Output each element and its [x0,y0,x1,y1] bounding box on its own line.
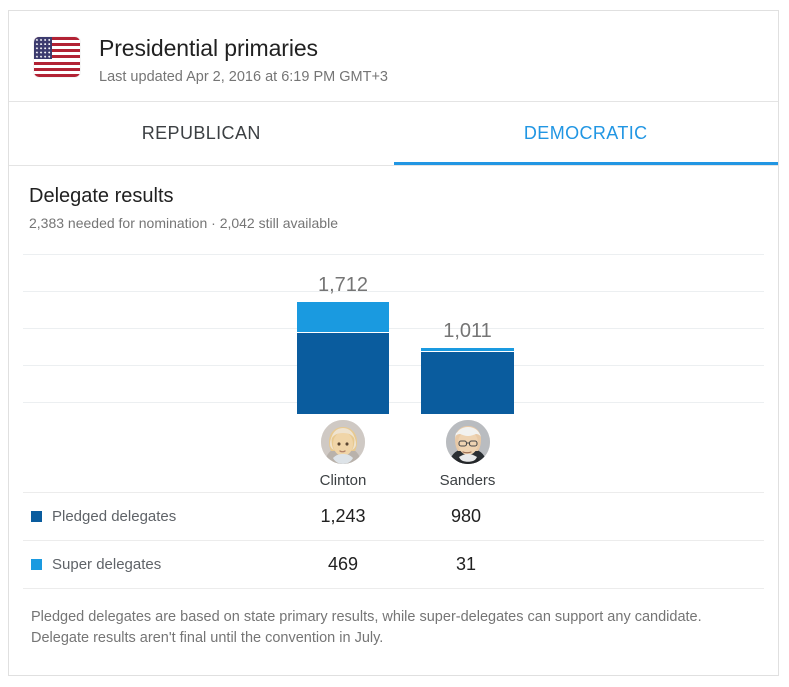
results-subheading: 2,383 needed for nomination · 2,042 stil… [29,215,338,231]
chart-gridlines [23,254,764,414]
super-value-sanders: 31 [455,554,477,574]
legend-text-super: Super delegates [52,556,162,573]
bar-segment-pledged-clinton [297,333,389,414]
candidate-sanders[interactable]: Sanders [421,420,514,491]
results-heading: Delegate results [29,185,174,207]
candidate-row: Clinton [9,414,778,492]
header-divider [9,101,778,102]
legend-label-super: Super delegates [23,556,303,573]
tab-democratic[interactable]: DEMOCRATIC [393,102,779,165]
legend-text-pledged: Pledged delegates [52,508,177,525]
bar-total-label-sanders: 1,011 [443,320,492,342]
sanders-avatar [445,420,490,464]
presidential-primaries-card: Presidential primaries Last updated Apr … [8,10,779,676]
last-updated-text: Last updated Apr 2, 2016 at 6:19 PM GMT+… [99,69,388,85]
delegate-bar-chart: 1,712 1,011 [9,254,778,414]
us-flag-icon [34,37,80,77]
pledged-swatch-icon [31,511,42,522]
bar-segment-super-sanders [421,348,514,352]
bar-group-sanders[interactable]: 1,011 [421,320,514,414]
tab-republican[interactable]: REPUBLICAN [141,123,261,143]
delegate-results-section: Delegate results 2,383 needed for nomina… [9,166,778,649]
super-value-clinton: 469 [327,554,359,574]
header-text-block: Presidential primaries Last updated Apr … [99,33,388,88]
clinton-avatar [321,420,365,464]
candidate-name-sanders: Sanders [439,472,496,489]
bar-total-label-clinton: 1,712 [317,274,369,296]
pledged-value-sanders: 980 [450,506,482,526]
super-swatch-icon [31,559,42,570]
bar-segment-super-clinton [297,302,389,333]
table-row: Pledged delegates 1,243 980 [23,493,764,541]
table-row: Super delegates 469 31 [23,541,764,589]
footnote-text: Pledged delegates are based on state pri… [31,609,702,646]
legend-label-pledged: Pledged delegates [23,508,303,525]
candidate-clinton[interactable]: Clinton [297,420,389,491]
bar-group-clinton[interactable]: 1,712 [297,274,389,414]
delegate-table: Pledged delegates 1,243 980 Super delega… [23,492,764,589]
pledged-value-clinton: 1,243 [320,506,366,526]
card-header: Presidential primaries Last updated Apr … [9,11,778,101]
tabs-divider [9,165,778,166]
bar-segment-pledged-sanders [421,352,514,414]
chart-bars: 1,712 1,011 [9,254,778,414]
party-tabs: REPUBLICAN DEMOCRATIC [9,102,778,165]
candidate-name-clinton: Clinton [319,472,367,489]
page-title: Presidential primaries [99,35,318,61]
